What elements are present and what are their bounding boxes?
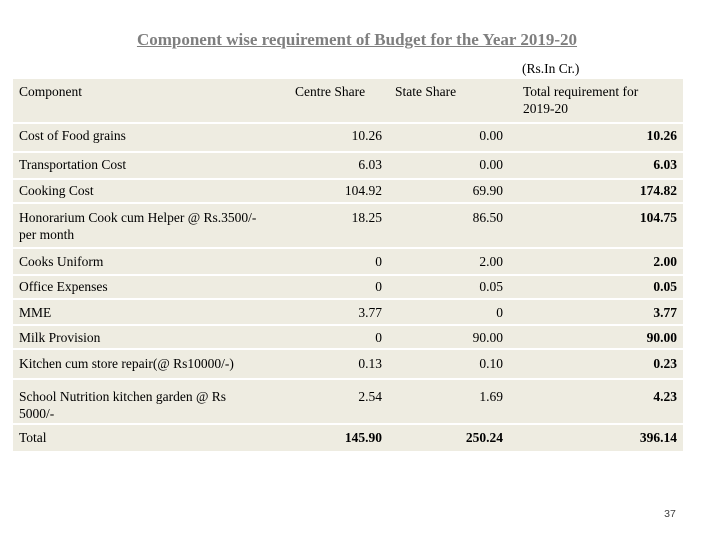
table-row: MME 3.77 0 3.77	[13, 300, 683, 326]
row-component: Milk Provision	[13, 326, 283, 350]
row-state-share: 86.50	[387, 204, 508, 249]
row-total: 104.75	[508, 204, 683, 249]
row-total: 2.00	[508, 249, 683, 276]
table-row: Milk Provision 0 90.00 90.00	[13, 326, 683, 350]
table-row: School Nutrition kitchen garden @ Rs 500…	[13, 380, 683, 425]
row-centre-share: 6.03	[283, 153, 387, 180]
row-total: 3.77	[508, 300, 683, 326]
header-centre-share: Centre Share	[283, 79, 387, 124]
row-total: 4.23	[508, 380, 683, 425]
row-component: Cost of Food grains	[13, 124, 283, 153]
page-number: 37	[664, 508, 676, 520]
row-state-share: 1.69	[387, 380, 508, 425]
row-centre-share: 0.13	[283, 350, 387, 380]
row-component: School Nutrition kitchen garden @ Rs 500…	[13, 380, 283, 425]
row-component: Transportation Cost	[13, 153, 283, 180]
row-component: Cooks Uniform	[13, 249, 283, 276]
total-requirement: 396.14	[508, 425, 683, 453]
total-label: Total	[13, 425, 283, 453]
row-total: 10.26	[508, 124, 683, 153]
row-centre-share: 3.77	[283, 300, 387, 326]
row-total: 0.23	[508, 350, 683, 380]
table-row: Kitchen cum store repair(@ Rs10000/-) 0.…	[13, 350, 683, 380]
row-total: 0.05	[508, 276, 683, 300]
table-header-row: Component Centre Share State Share Total…	[13, 79, 683, 124]
row-component: Office Expenses	[13, 276, 283, 300]
row-state-share: 0.10	[387, 350, 508, 380]
row-centre-share: 0	[283, 326, 387, 350]
table-row: Office Expenses 0 0.05 0.05	[13, 276, 683, 300]
row-centre-share: 0	[283, 276, 387, 300]
page-title: Component wise requirement of Budget for…	[136, 30, 578, 49]
row-state-share: 0.00	[387, 153, 508, 180]
row-component: Kitchen cum store repair(@ Rs10000/-)	[13, 350, 283, 380]
row-component: Cooking Cost	[13, 180, 283, 204]
row-state-share: 0.00	[387, 124, 508, 153]
budget-table: Component Centre Share State Share Total…	[13, 79, 683, 453]
header-state-share: State Share	[387, 79, 508, 124]
table-row: Transportation Cost 6.03 0.00 6.03	[13, 153, 683, 180]
table-row: Cost of Food grains 10.26 0.00 10.26	[13, 124, 683, 153]
row-component: MME	[13, 300, 283, 326]
row-centre-share: 104.92	[283, 180, 387, 204]
row-state-share: 90.00	[387, 326, 508, 350]
table-row: Cooks Uniform 0 2.00 2.00	[13, 249, 683, 276]
row-centre-share: 0	[283, 249, 387, 276]
row-centre-share: 10.26	[283, 124, 387, 153]
row-state-share: 2.00	[387, 249, 508, 276]
header-total-requirement: Total requirement for 2019-20	[508, 79, 683, 124]
total-state-share: 250.24	[387, 425, 508, 453]
row-state-share: 0	[387, 300, 508, 326]
table-row: Honorarium Cook cum Helper @ Rs.3500/- p…	[13, 204, 683, 249]
row-total: 174.82	[508, 180, 683, 204]
table-total-row: Total 145.90 250.24 396.14	[13, 425, 683, 453]
row-total: 90.00	[508, 326, 683, 350]
units-label: (Rs.In Cr.)	[522, 61, 580, 76]
row-centre-share: 18.25	[283, 204, 387, 249]
row-centre-share: 2.54	[283, 380, 387, 425]
row-total: 6.03	[508, 153, 683, 180]
row-state-share: 69.90	[387, 180, 508, 204]
row-state-share: 0.05	[387, 276, 508, 300]
header-component: Component	[13, 79, 283, 124]
total-centre-share: 145.90	[283, 425, 387, 453]
table-row: Cooking Cost 104.92 69.90 174.82	[13, 180, 683, 204]
row-component: Honorarium Cook cum Helper @ Rs.3500/- p…	[13, 204, 283, 249]
